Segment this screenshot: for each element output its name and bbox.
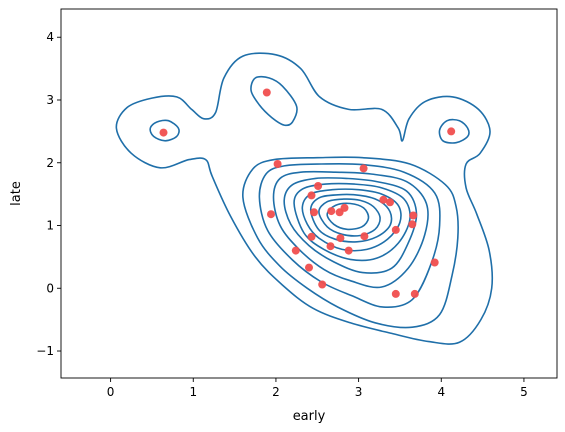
x-tick-label: 2: [272, 385, 280, 399]
density-contour-7: [272, 170, 429, 289]
density-contour-4: [438, 118, 470, 144]
density-contour-8: [283, 177, 418, 274]
data-point-6: [314, 182, 323, 190]
x-tick-label: 3: [355, 385, 363, 399]
density-contour-9: [293, 182, 411, 262]
data-point-15: [327, 207, 336, 216]
data-point-14: [344, 246, 353, 255]
density-contour-3: [250, 75, 298, 127]
data-point-5: [307, 191, 316, 200]
data-point-25: [391, 289, 400, 298]
data-point-8: [307, 232, 316, 241]
scatter-points: [159, 88, 456, 298]
y-axis-label: late: [9, 181, 24, 206]
x-tick-label: 4: [437, 385, 445, 399]
data-point-28: [447, 127, 456, 136]
density-contour-11: [309, 193, 393, 243]
density-contour-1: [115, 52, 494, 345]
data-point-27: [430, 258, 439, 267]
data-point-10: [305, 263, 313, 272]
data-point-1: [159, 128, 168, 137]
y-axis-ticks: −1 0 1 2 3 4: [36, 30, 61, 358]
data-point-9: [291, 246, 300, 255]
x-tick-label: 1: [189, 385, 197, 399]
data-point-7: [310, 208, 318, 217]
data-point-18: [359, 164, 368, 173]
data-point-23: [409, 211, 418, 220]
y-tick-label: 2: [46, 156, 54, 170]
x-tick-label: 5: [520, 385, 528, 399]
data-point-12: [326, 242, 335, 251]
data-point-20: [379, 195, 388, 204]
y-tick-label: 0: [46, 281, 54, 295]
data-point-19: [360, 232, 369, 241]
data-point-17: [340, 203, 349, 212]
data-point-22: [391, 225, 400, 234]
density-contour-12: [318, 198, 381, 237]
y-tick-label: 4: [46, 30, 54, 44]
y-tick-label: 1: [46, 219, 54, 233]
y-tick-label: 3: [46, 93, 54, 107]
data-point-13: [336, 234, 345, 243]
data-point-3: [273, 160, 282, 168]
data-point-26: [410, 289, 419, 298]
data-point-2: [262, 88, 271, 97]
data-point-11: [318, 280, 327, 289]
density-contour-2: [149, 119, 180, 142]
density-contour-6: [258, 162, 441, 309]
density-contour-10: [301, 188, 402, 252]
x-axis-label: early: [293, 409, 326, 424]
plot-area-frame: [60, 8, 558, 379]
y-tick-label: −1: [36, 344, 54, 358]
x-tick-label: 0: [107, 385, 115, 399]
x-axis-ticks: 0 1 2 3 4 5: [107, 378, 528, 399]
data-point-4: [267, 210, 275, 219]
density-contour-5: [242, 156, 459, 329]
density-contour-13: [326, 202, 370, 231]
contour-layer: [115, 52, 494, 345]
data-point-21: [386, 198, 394, 207]
data-point-24: [408, 220, 417, 229]
